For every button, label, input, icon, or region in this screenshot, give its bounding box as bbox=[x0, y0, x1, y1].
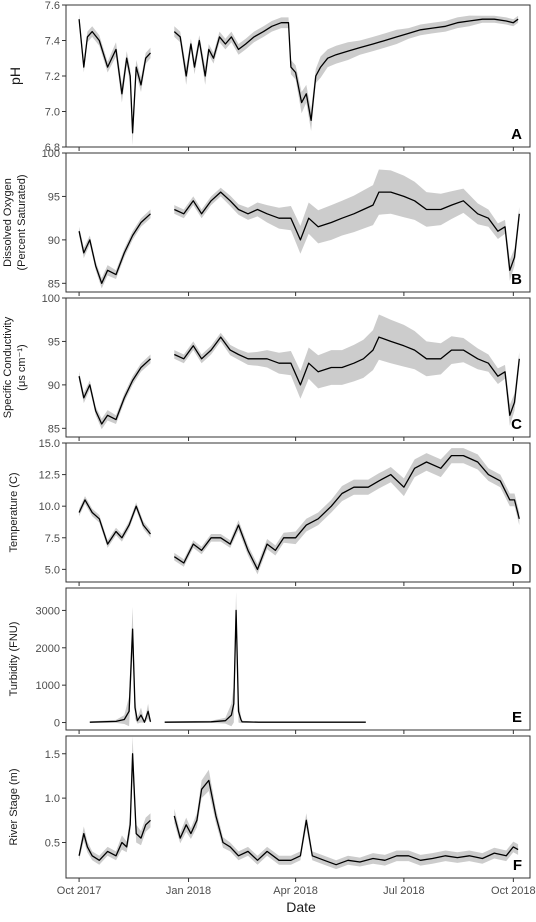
panel-c-y-tick-label: 100 bbox=[42, 293, 60, 305]
panel-c-y-axis-label: (μs cm⁻¹) bbox=[16, 344, 28, 390]
panel-f-series-line-1 bbox=[78, 753, 151, 861]
panel-d-y-tick-label: 12.5 bbox=[39, 470, 60, 482]
panel-b-uncertainty-band-1 bbox=[79, 209, 151, 289]
panel-b-letter: B bbox=[511, 271, 522, 288]
panel-a-uncertainty-band-2 bbox=[174, 15, 519, 132]
panel-a-y-axis-label: pH bbox=[7, 67, 23, 85]
panel-f-series-line-2 bbox=[173, 779, 519, 866]
panel-c-y-tick-label: 95 bbox=[48, 336, 60, 348]
panel-b: 85 90 95 100 Dissolved Oxygen (Percent Satura… bbox=[2, 148, 531, 296]
panel-c-y-tick-label: 90 bbox=[48, 380, 60, 392]
panel-f-y-tick-label: 1.5 bbox=[45, 749, 60, 761]
panel-f-frame bbox=[65, 735, 531, 879]
panel-f-letter: F bbox=[513, 857, 522, 874]
panel-d-uncertainty-band-2 bbox=[174, 448, 520, 575]
panel-a-y-tick-label: 7.2 bbox=[45, 71, 60, 83]
panel-e-frame bbox=[65, 587, 531, 731]
panel-e-series-line-1 bbox=[89, 628, 152, 723]
panel-d-y-tick-label: 10.0 bbox=[39, 501, 60, 513]
panel-b-y-tick-label: 95 bbox=[48, 191, 60, 203]
panel-b-y-axis-label: Dissolved Oxygen bbox=[2, 178, 14, 267]
x-tick-label: Oct 2017 bbox=[57, 885, 102, 897]
panel-b-y-tick-label: 90 bbox=[48, 235, 60, 247]
panel-c-y-tick-label: 85 bbox=[48, 423, 60, 435]
panel-c: 85 90 95 100 Specific Conductivity (μs cm⁻¹) C bbox=[2, 293, 531, 441]
x-tick-label: Jul 2018 bbox=[383, 885, 425, 897]
panel-b-frame bbox=[65, 152, 531, 293]
panel-f: 0.5 1.0 1.5 River Stage (m) F bbox=[8, 735, 531, 882]
panel-e-y-tick-label: 3000 bbox=[36, 605, 60, 617]
panel-a: 6.8 7.0 7.2 7.4 7.6 pH A bbox=[7, 0, 531, 154]
panel-d-y-tick-label: 7.5 bbox=[45, 533, 60, 545]
panel-e-y-axis-label: Turbidity (FNU) bbox=[8, 622, 20, 697]
panel-a-y-tick-label: 6.8 bbox=[45, 142, 60, 154]
panel-b-y-tick-label: 100 bbox=[42, 148, 60, 160]
x-tick-label: Apr 2018 bbox=[273, 885, 318, 897]
panel-e-uncertainty-band-2 bbox=[164, 591, 366, 727]
panel-d: 5.0 7.5 10.0 12.5 15.0 Temperature (C) D bbox=[8, 438, 531, 586]
panel-d-letter: D bbox=[511, 561, 522, 578]
panel-a-letter: A bbox=[511, 126, 522, 143]
panel-f-y-axis-label: River Stage (m) bbox=[8, 768, 20, 845]
panel-b-y-axis-label: (Percent Saturated) bbox=[16, 175, 28, 271]
panel-d-uncertainty-band-1 bbox=[79, 496, 151, 548]
panel-e-letter: E bbox=[512, 709, 522, 726]
panel-e-series-line-2 bbox=[164, 609, 366, 723]
panel-a-y-tick-label: 7.6 bbox=[45, 0, 60, 12]
panel-c-series-line-2 bbox=[174, 336, 520, 416]
panel-c-y-axis-label: Specific Conductivity bbox=[2, 316, 14, 418]
panel-b-series-line-1 bbox=[78, 213, 151, 284]
x-tick-label: Oct 2018 bbox=[491, 885, 536, 897]
panel-f-uncertainty-band-1 bbox=[79, 736, 151, 865]
panel-f-y-tick-label: 1.0 bbox=[45, 793, 60, 805]
panel-c-series-line-1 bbox=[78, 358, 151, 425]
panel-a-series-line-1 bbox=[78, 19, 151, 134]
panel-d-y-axis-label: Temperature (C) bbox=[8, 472, 20, 552]
panel-c-letter: C bbox=[511, 416, 522, 433]
panel-d-y-tick-label: 15.0 bbox=[39, 438, 60, 450]
panel-e-y-tick-label: 1000 bbox=[36, 680, 60, 692]
panel-b-y-tick-label: 85 bbox=[48, 278, 60, 290]
panel-a-y-tick-label: 7.0 bbox=[45, 107, 60, 119]
panel-c-uncertainty-band-2 bbox=[174, 314, 520, 426]
panel-e-uncertainty-band-1 bbox=[89, 606, 151, 727]
panel-d-series-line-2 bbox=[173, 454, 520, 571]
panel-b-series-line-2 bbox=[174, 191, 520, 271]
panel-a-y-tick-label: 7.4 bbox=[45, 36, 60, 48]
panel-d-frame bbox=[65, 442, 531, 583]
panel-b-uncertainty-band-2 bbox=[174, 169, 520, 281]
panel-d-y-tick-label: 5.0 bbox=[45, 564, 60, 576]
panel-f-y-tick-label: 0.5 bbox=[45, 838, 60, 850]
panel-e-y-tick-label: 2000 bbox=[36, 643, 60, 655]
panel-f-uncertainty-band-2 bbox=[174, 769, 519, 870]
panel-d-series-line-1 bbox=[78, 499, 152, 545]
panel-e: 0 1000 2000 3000 Turbidity (FNU) E bbox=[8, 587, 531, 734]
panel-a-series-line-2 bbox=[173, 18, 519, 122]
x-tick-label: Jan 2018 bbox=[166, 885, 211, 897]
panel-c-frame bbox=[65, 297, 531, 438]
panel-c-uncertainty-band-1 bbox=[79, 354, 151, 430]
panel-e-y-tick-label: 0 bbox=[54, 718, 60, 730]
x-axis-title: Date bbox=[286, 899, 316, 915]
